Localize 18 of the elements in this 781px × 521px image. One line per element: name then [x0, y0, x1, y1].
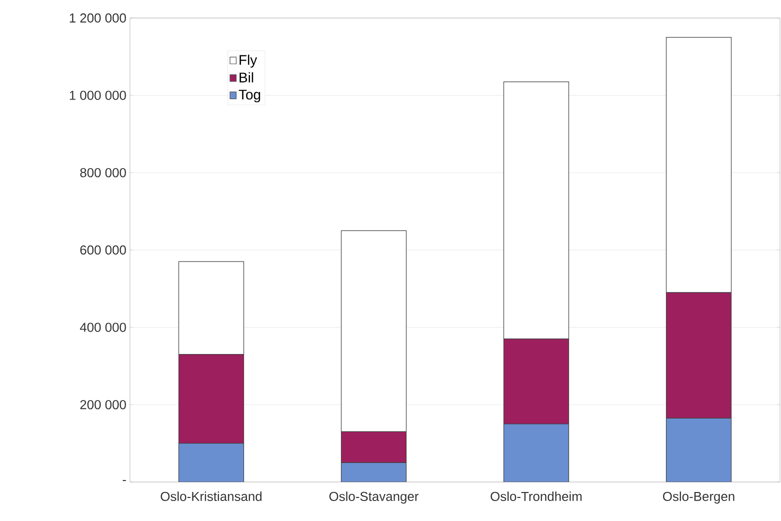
x-tick-label: Oslo-Kristiansand — [160, 492, 262, 502]
y-tick-label: - — [122, 480, 126, 482]
y-tick-label: 200 000 — [80, 400, 126, 410]
y-tick-label: 1 000 000 — [70, 90, 126, 100]
y-tick-label: 600 000 — [80, 245, 126, 255]
y-tick-label: 1 200 000 — [70, 13, 126, 23]
y-tick-label: 400 000 — [80, 322, 126, 332]
y-tick-label: 800 000 — [80, 168, 126, 178]
legend-label: Tog — [238, 90, 260, 102]
x-tick-label: Oslo-Stavanger — [329, 492, 419, 504]
x-tick-label: Oslo-Bergen — [663, 492, 734, 504]
x-tick-label: Oslo-Trondheim — [490, 492, 582, 502]
legend-label: Bil — [240, 72, 254, 82]
bar — [666, 418, 732, 482]
bar — [178, 443, 244, 482]
bar — [340, 462, 407, 482]
bar — [503, 424, 570, 482]
legend-label: Fly — [240, 54, 258, 68]
